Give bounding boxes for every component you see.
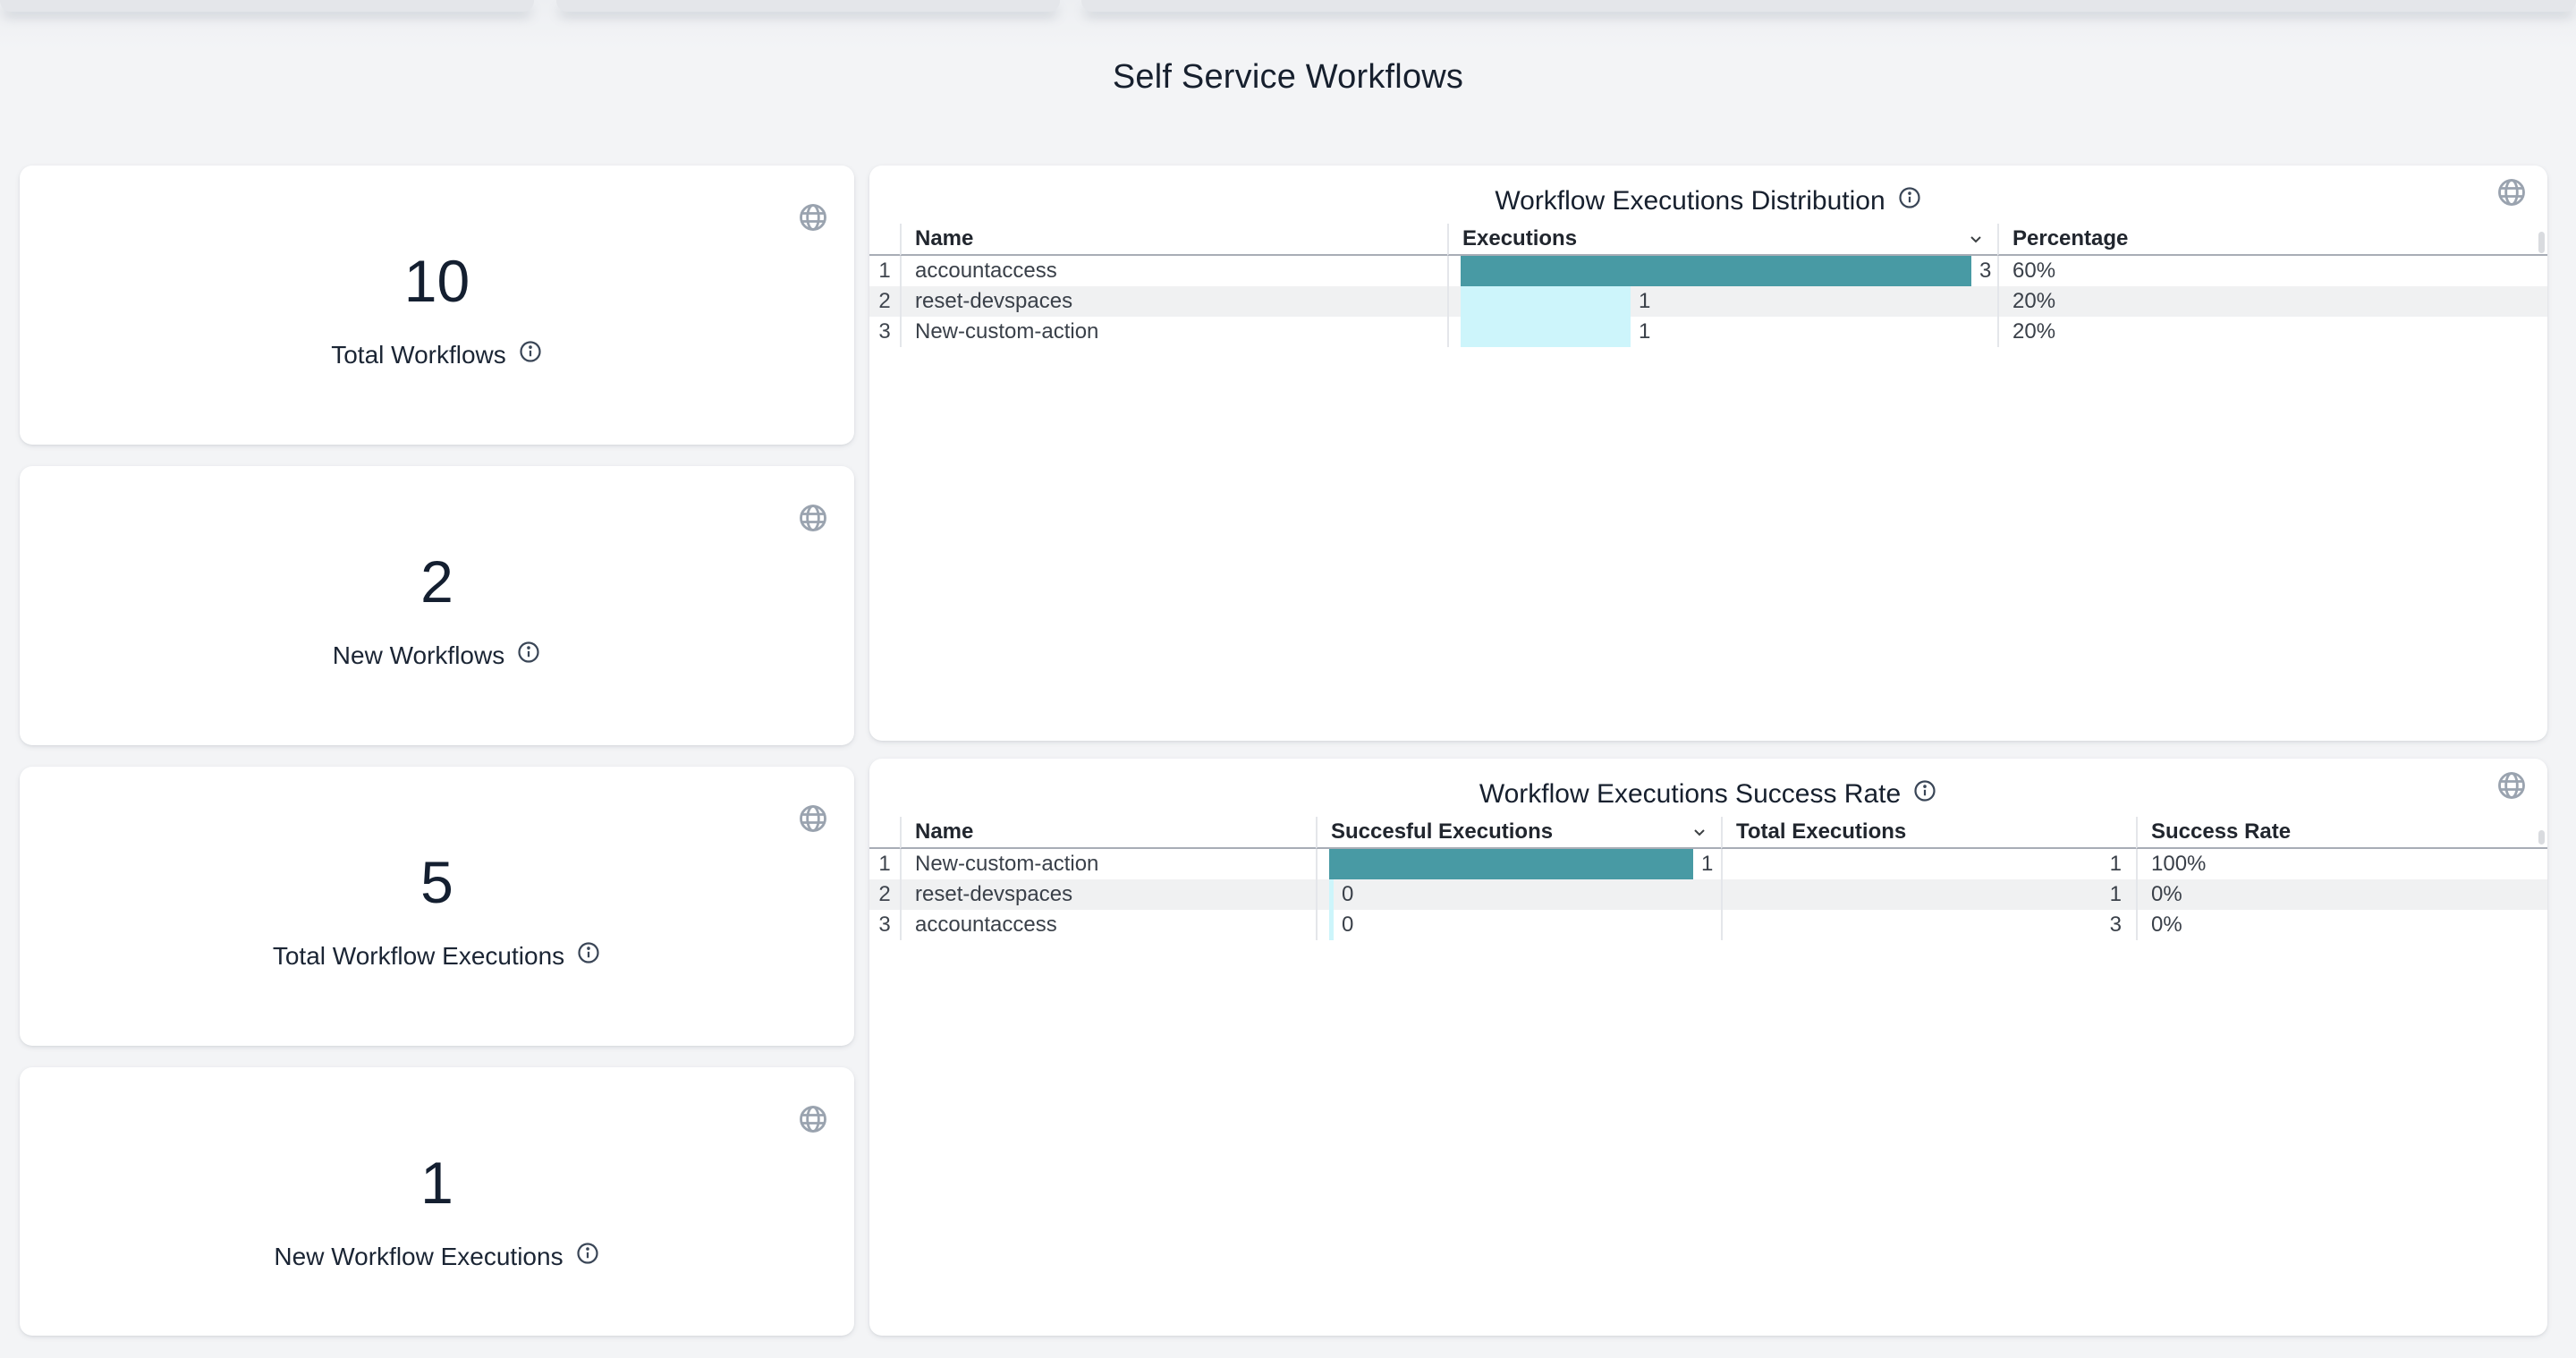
sort-chevron-icon[interactable] <box>1965 228 1987 250</box>
globe-icon[interactable] <box>797 201 829 238</box>
info-icon[interactable] <box>576 940 601 972</box>
stat-value: 5 <box>420 853 453 912</box>
bar-value: 0 <box>1342 882 1353 907</box>
bar-value: 1 <box>1639 319 1650 344</box>
table-cell: 1 <box>1721 849 2136 879</box>
table-cell: New-custom-action <box>900 849 1316 879</box>
table-cell: 0% <box>2136 910 2547 940</box>
bar-value: 0 <box>1342 912 1353 938</box>
table-cell: 1 <box>869 849 900 879</box>
execution-bar <box>1461 317 1631 347</box>
table-cell: 20% <box>1997 286 2547 317</box>
col-header-index[interactable] <box>869 224 900 256</box>
bar-value: 1 <box>1639 289 1650 314</box>
table-cell: 2 <box>869 879 900 910</box>
info-icon[interactable] <box>518 339 543 370</box>
page-title: Self Service Workflows <box>0 58 2576 97</box>
table-cell: 20% <box>1997 317 2547 347</box>
table-cell: accountaccess <box>900 910 1316 940</box>
top-cutoff-card <box>1081 0 2576 12</box>
table-cell-bar: 1 <box>1316 849 1721 879</box>
table-card-success-rate: Workflow Executions Success Rate NameSuc… <box>869 759 2547 1336</box>
col-header-succesful-executions[interactable]: Succesful Executions <box>1316 817 1721 849</box>
table-card-executions-distribution: Workflow Executions Distribution NameExe… <box>869 166 2547 741</box>
table-title: Workflow Executions Distribution <box>1495 186 1885 216</box>
execution-bar <box>1461 256 1971 286</box>
globe-icon[interactable] <box>797 502 829 539</box>
table-cell: 100% <box>2136 849 2547 879</box>
info-icon[interactable] <box>1912 778 1937 811</box>
table-cell-bar: 1 <box>1447 286 1997 317</box>
stat-value: 10 <box>404 251 470 310</box>
table-cell: reset-devspaces <box>900 879 1316 910</box>
col-header-percentage[interactable]: Percentage <box>1997 224 2547 256</box>
table-cell: New-custom-action <box>900 317 1447 347</box>
stat-label: New Workflows <box>333 641 504 670</box>
execution-bar <box>1329 910 1334 940</box>
table-cell: 2 <box>869 286 900 317</box>
table-cell: 1 <box>1721 879 2136 910</box>
col-header-name[interactable]: Name <box>900 224 1447 256</box>
info-icon[interactable] <box>516 640 541 671</box>
col-header-total-executions[interactable]: Total Executions <box>1721 817 2136 849</box>
execution-bar <box>1329 879 1334 910</box>
bar-value: 1 <box>1701 852 1713 877</box>
table-cell: 60% <box>1997 256 2547 286</box>
col-header-index[interactable] <box>869 817 900 849</box>
info-icon[interactable] <box>1897 185 1922 217</box>
table-cell-bar: 0 <box>1316 879 1721 910</box>
table-cell: 1 <box>869 256 900 286</box>
sort-chevron-icon[interactable] <box>1689 821 1710 843</box>
execution-bar <box>1329 849 1693 879</box>
col-header-executions[interactable]: Executions <box>1447 224 1997 256</box>
vertical-scrollbar-thumb[interactable] <box>2538 232 2545 253</box>
table-cell-bar: 1 <box>1447 317 1997 347</box>
table-cell: 3 <box>1721 910 2136 940</box>
stat-value: 1 <box>420 1153 453 1212</box>
globe-icon[interactable] <box>2496 769 2528 806</box>
info-icon[interactable] <box>575 1241 600 1272</box>
table-cell: 3 <box>869 910 900 940</box>
bar-value: 3 <box>1979 259 1991 284</box>
table-title: Workflow Executions Success Rate <box>1479 779 1901 810</box>
success-rate-table: NameSuccesful ExecutionsTotal Executions… <box>869 817 2547 940</box>
table-cell: reset-devspaces <box>900 286 1447 317</box>
table-cell-bar: 3 <box>1447 256 1997 286</box>
table-cell-bar: 0 <box>1316 910 1721 940</box>
col-header-success-rate[interactable]: Success Rate <box>2136 817 2547 849</box>
globe-icon[interactable] <box>2496 176 2528 213</box>
stat-card-total-workflows: 10 Total Workflows <box>20 166 854 445</box>
globe-icon[interactable] <box>797 1103 829 1140</box>
stat-card-new-workflow-executions: 1 New Workflow Executions <box>20 1067 854 1336</box>
stat-label: Total Workflows <box>331 341 506 369</box>
stat-label: Total Workflow Executions <box>273 942 564 971</box>
table-cell: 0% <box>2136 879 2547 910</box>
top-cutoff-card <box>0 0 534 12</box>
globe-icon[interactable] <box>797 802 829 839</box>
stat-label: New Workflow Executions <box>274 1243 563 1271</box>
stat-card-total-workflow-executions: 5 Total Workflow Executions <box>20 767 854 1046</box>
top-cutoff-card <box>556 0 1060 12</box>
stat-value: 2 <box>420 552 453 611</box>
table-cell: accountaccess <box>900 256 1447 286</box>
stat-card-new-workflows: 2 New Workflows <box>20 466 854 745</box>
executions-distribution-table: NameExecutionsPercentage1accountaccess36… <box>869 224 2547 347</box>
vertical-scrollbar-thumb[interactable] <box>2538 830 2545 845</box>
execution-bar <box>1461 286 1631 317</box>
col-header-name[interactable]: Name <box>900 817 1316 849</box>
table-cell: 3 <box>869 317 900 347</box>
